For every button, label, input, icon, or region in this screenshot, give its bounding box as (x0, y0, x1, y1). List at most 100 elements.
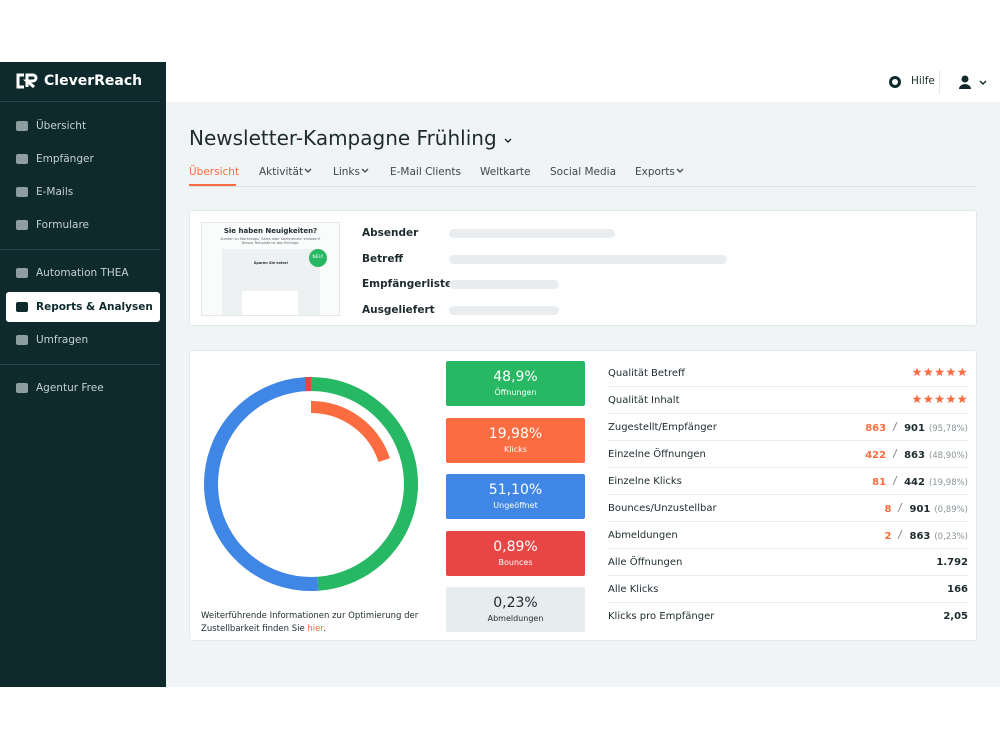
stat-box: 48,9% Öffnungen (446, 361, 585, 406)
stat-value: 19,98% (488, 425, 543, 442)
help-link[interactable]: Hilfe (911, 75, 935, 87)
stat-row: Einzelne Öffnungen 422 863 (48,90%) (608, 441, 968, 468)
stat-row: Zugestellt/Empfänger 863 901 (95,78%) (608, 414, 968, 441)
placeholder-bar (449, 280, 559, 289)
note: Weiterführende Informationen zur Optimie… (201, 610, 431, 636)
slash-line (892, 421, 898, 431)
menu-label: Automation THEA (36, 267, 129, 279)
total: 442 (904, 476, 925, 488)
menu-item[interactable]: Formulare (6, 210, 160, 240)
menu-icon (16, 220, 28, 230)
logo (16, 73, 38, 89)
star (935, 394, 945, 403)
detail-label: Absender (362, 227, 419, 239)
row-value (912, 367, 968, 380)
star (946, 367, 956, 376)
chevron[interactable] (503, 135, 513, 145)
slash (898, 502, 903, 512)
chevron-path (361, 168, 369, 173)
share: (48,90%) (928, 450, 968, 461)
tab-label: Social Media (550, 166, 617, 178)
stat-label: Klicks (504, 444, 527, 454)
stat-value: 0,89% (493, 538, 538, 555)
slash-line (892, 448, 898, 458)
row-value: 166 (947, 584, 968, 595)
row-value: 2,05 (943, 611, 968, 622)
row-label: Alle Öffnungen (608, 556, 683, 568)
page-title: Newsletter-Kampagne Frühling (189, 126, 513, 150)
menu-label: Reports & Analysen (36, 301, 153, 313)
menu-icon (16, 121, 28, 131)
topbar: Hilfe (166, 62, 1000, 102)
title-text: Newsletter-Kampagne Frühling (189, 126, 497, 150)
star (957, 394, 967, 403)
donut-chart (204, 377, 418, 591)
row-value: 863 901 (95,78%) (865, 421, 968, 434)
part: 8 (884, 503, 892, 515)
stat-row: Alle Öffnungen 1.792 (608, 549, 968, 576)
total: 863 (904, 449, 925, 461)
ring-unopened (204, 377, 319, 591)
preview-subheading: Sparen Sie extra! (253, 261, 289, 265)
stars (912, 394, 967, 403)
brand: CleverReach (14, 72, 142, 90)
tab[interactable]: Social Media (550, 166, 616, 178)
menu-item[interactable]: Automation THEA (6, 258, 160, 288)
user-menu[interactable] (958, 74, 988, 90)
menu-icon (16, 268, 28, 278)
slash (892, 475, 898, 485)
row-label: Qualität Betreff (608, 367, 685, 379)
tab[interactable]: Übersicht (189, 166, 239, 178)
menu-label: Agentur Free (36, 382, 104, 394)
row-label: Qualität Inhalt (608, 394, 680, 406)
tab-label: Links (333, 166, 360, 178)
row-value: 422 863 (48,90%) (865, 448, 968, 461)
tab-label: Weltkarte (480, 166, 531, 178)
chevron (304, 168, 312, 173)
tab[interactable]: Links (333, 166, 370, 178)
ring-clicks (310, 401, 390, 463)
stat-label: Abmeldungen (487, 614, 544, 623)
help-icon[interactable] (888, 75, 902, 89)
stat-box: 0,89% Bounces (446, 530, 585, 576)
star (923, 367, 933, 376)
part: 81 (872, 476, 887, 488)
divider (0, 364, 160, 365)
menu-label: Formulare (36, 219, 90, 231)
app: CleverReach Übersicht Empfänger E-Mails For… (0, 62, 1000, 687)
row-label: Bounces/Unzustellbar (608, 502, 717, 514)
tab[interactable]: E-Mail Clients (390, 166, 461, 178)
note-link[interactable]: hier (307, 624, 324, 634)
menu-label: Empfänger (36, 153, 94, 165)
placeholder-bar (449, 229, 615, 238)
tab[interactable]: Aktivität (259, 166, 313, 178)
row-label: Zugestellt/Empfänger (608, 421, 717, 433)
chevron (361, 168, 369, 173)
menu-item[interactable]: Umfragen (6, 325, 160, 355)
preview: Sie haben Neuigkeiten? Kunden zu Worksho… (201, 222, 340, 316)
stars (912, 367, 967, 376)
tab[interactable]: Exports (635, 166, 685, 178)
star (923, 394, 933, 403)
value: 166 (947, 583, 968, 595)
row-value: 1.792 (936, 557, 968, 568)
slash-line (898, 502, 903, 512)
slash (892, 448, 898, 458)
menu-item[interactable]: Agentur Free (6, 373, 160, 403)
detail-label: Empfängerliste (362, 278, 453, 290)
menu-item[interactable]: Übersicht (6, 111, 160, 141)
menu-item[interactable]: Reports & Analysen (6, 292, 160, 322)
stat-row: Einzelne Klicks 81 442 (19,98%) (608, 468, 968, 495)
tab[interactable]: Weltkarte (480, 166, 531, 178)
value: 2,05 (943, 611, 968, 622)
tab-label: Übersicht (189, 166, 240, 178)
menu-item[interactable]: E-Mails (6, 177, 160, 207)
menu-item[interactable]: Empfänger (6, 144, 160, 174)
preview-block (242, 291, 298, 315)
divider (0, 249, 160, 250)
divider (0, 101, 160, 102)
tab-label: Aktivität (259, 166, 304, 178)
preview-heading: Sie haben Neuigkeiten? (223, 227, 318, 235)
stat-box: 51,10% Ungeöffnet (446, 474, 585, 519)
